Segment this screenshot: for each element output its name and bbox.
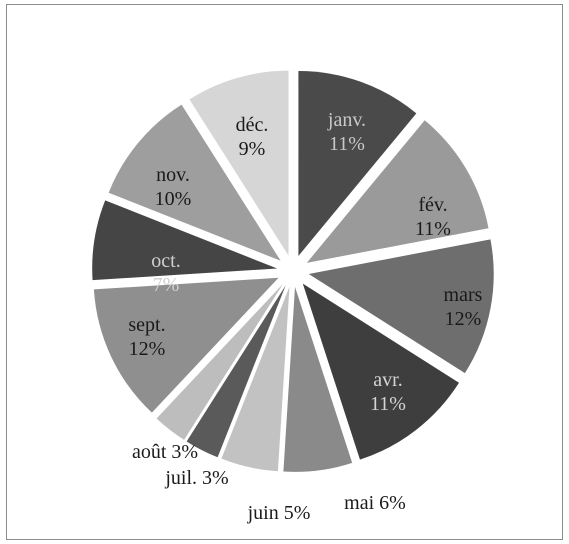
slice-label: juin 5% (247, 502, 311, 524)
pie-chart: janv. 11%fév. 11%mars 12%avr. 11%mai 6%juin … (92, 70, 494, 524)
slice-label: fév. 11% (415, 194, 451, 240)
slice-label: août 3% (132, 441, 198, 463)
slice-label: janv. 11% (327, 109, 366, 155)
slice-label: déc. 9% (236, 114, 269, 160)
pie-slice-aot-7 (156, 283, 284, 440)
pie-slice-oct-9 (92, 200, 278, 281)
pie-slice-juin-5 (221, 286, 290, 472)
slice-category: mai (344, 492, 379, 514)
slice-category: mars (444, 284, 483, 306)
slice-percent: 11% (329, 133, 365, 155)
slice-label: nov. 10% (155, 164, 192, 210)
pie-slices (92, 70, 494, 472)
slice-percent: 9% (239, 138, 266, 160)
slice-label: mars 12% (444, 284, 483, 330)
slice-percent: 12% (445, 308, 482, 330)
pie-slice-dc-11 (189, 70, 289, 256)
pie-slice-mars-2 (308, 239, 494, 374)
slice-category: oct. (151, 250, 180, 272)
slice-category: avr. (373, 369, 402, 391)
slice-percent: 11% (415, 218, 451, 240)
slice-percent: 6% (379, 492, 406, 514)
slice-category: nov. (156, 164, 190, 186)
pie-slice-nov-10 (108, 104, 281, 261)
slice-label: sept. 12% (128, 314, 165, 360)
slice-percent: 3% (171, 441, 198, 463)
slice-category: fév. (418, 194, 447, 216)
pie-slice-fv-1 (306, 120, 489, 263)
slice-percent: 10% (155, 188, 192, 210)
slice-category: déc. (236, 114, 269, 136)
slice-category: juil. (164, 467, 202, 489)
slice-label: oct. 7% (151, 250, 180, 296)
pie-slice-sept-8 (93, 277, 279, 413)
slice-category: août (132, 441, 171, 463)
slice-label: mai 6% (344, 492, 406, 514)
pie-slice-mai-4 (283, 286, 353, 472)
pie-slice-avr-3 (302, 283, 460, 460)
slice-label: avr. 11% (370, 369, 406, 415)
slice-category: juin (247, 502, 284, 524)
slice-percent: 5% (284, 502, 311, 524)
pie-labels: janv. 11%fév. 11%mars 12%avr. 11%mai 6%juin … (128, 109, 482, 524)
slice-category: janv. (327, 109, 366, 131)
pie-slice-janv-0 (298, 70, 417, 256)
slice-percent: 11% (370, 393, 406, 415)
pie-slice-juil-6 (186, 285, 286, 458)
slice-label: juil. 3% (164, 467, 228, 489)
slice-percent: 3% (202, 467, 229, 489)
slice-category: sept. (128, 314, 165, 336)
chart-area: janv. 11% fév. 11% mars 12% avr. 11% mai 6% juin … (6, 4, 563, 540)
slice-percent: 7% (153, 274, 180, 296)
slice-percent: 12% (129, 338, 166, 360)
